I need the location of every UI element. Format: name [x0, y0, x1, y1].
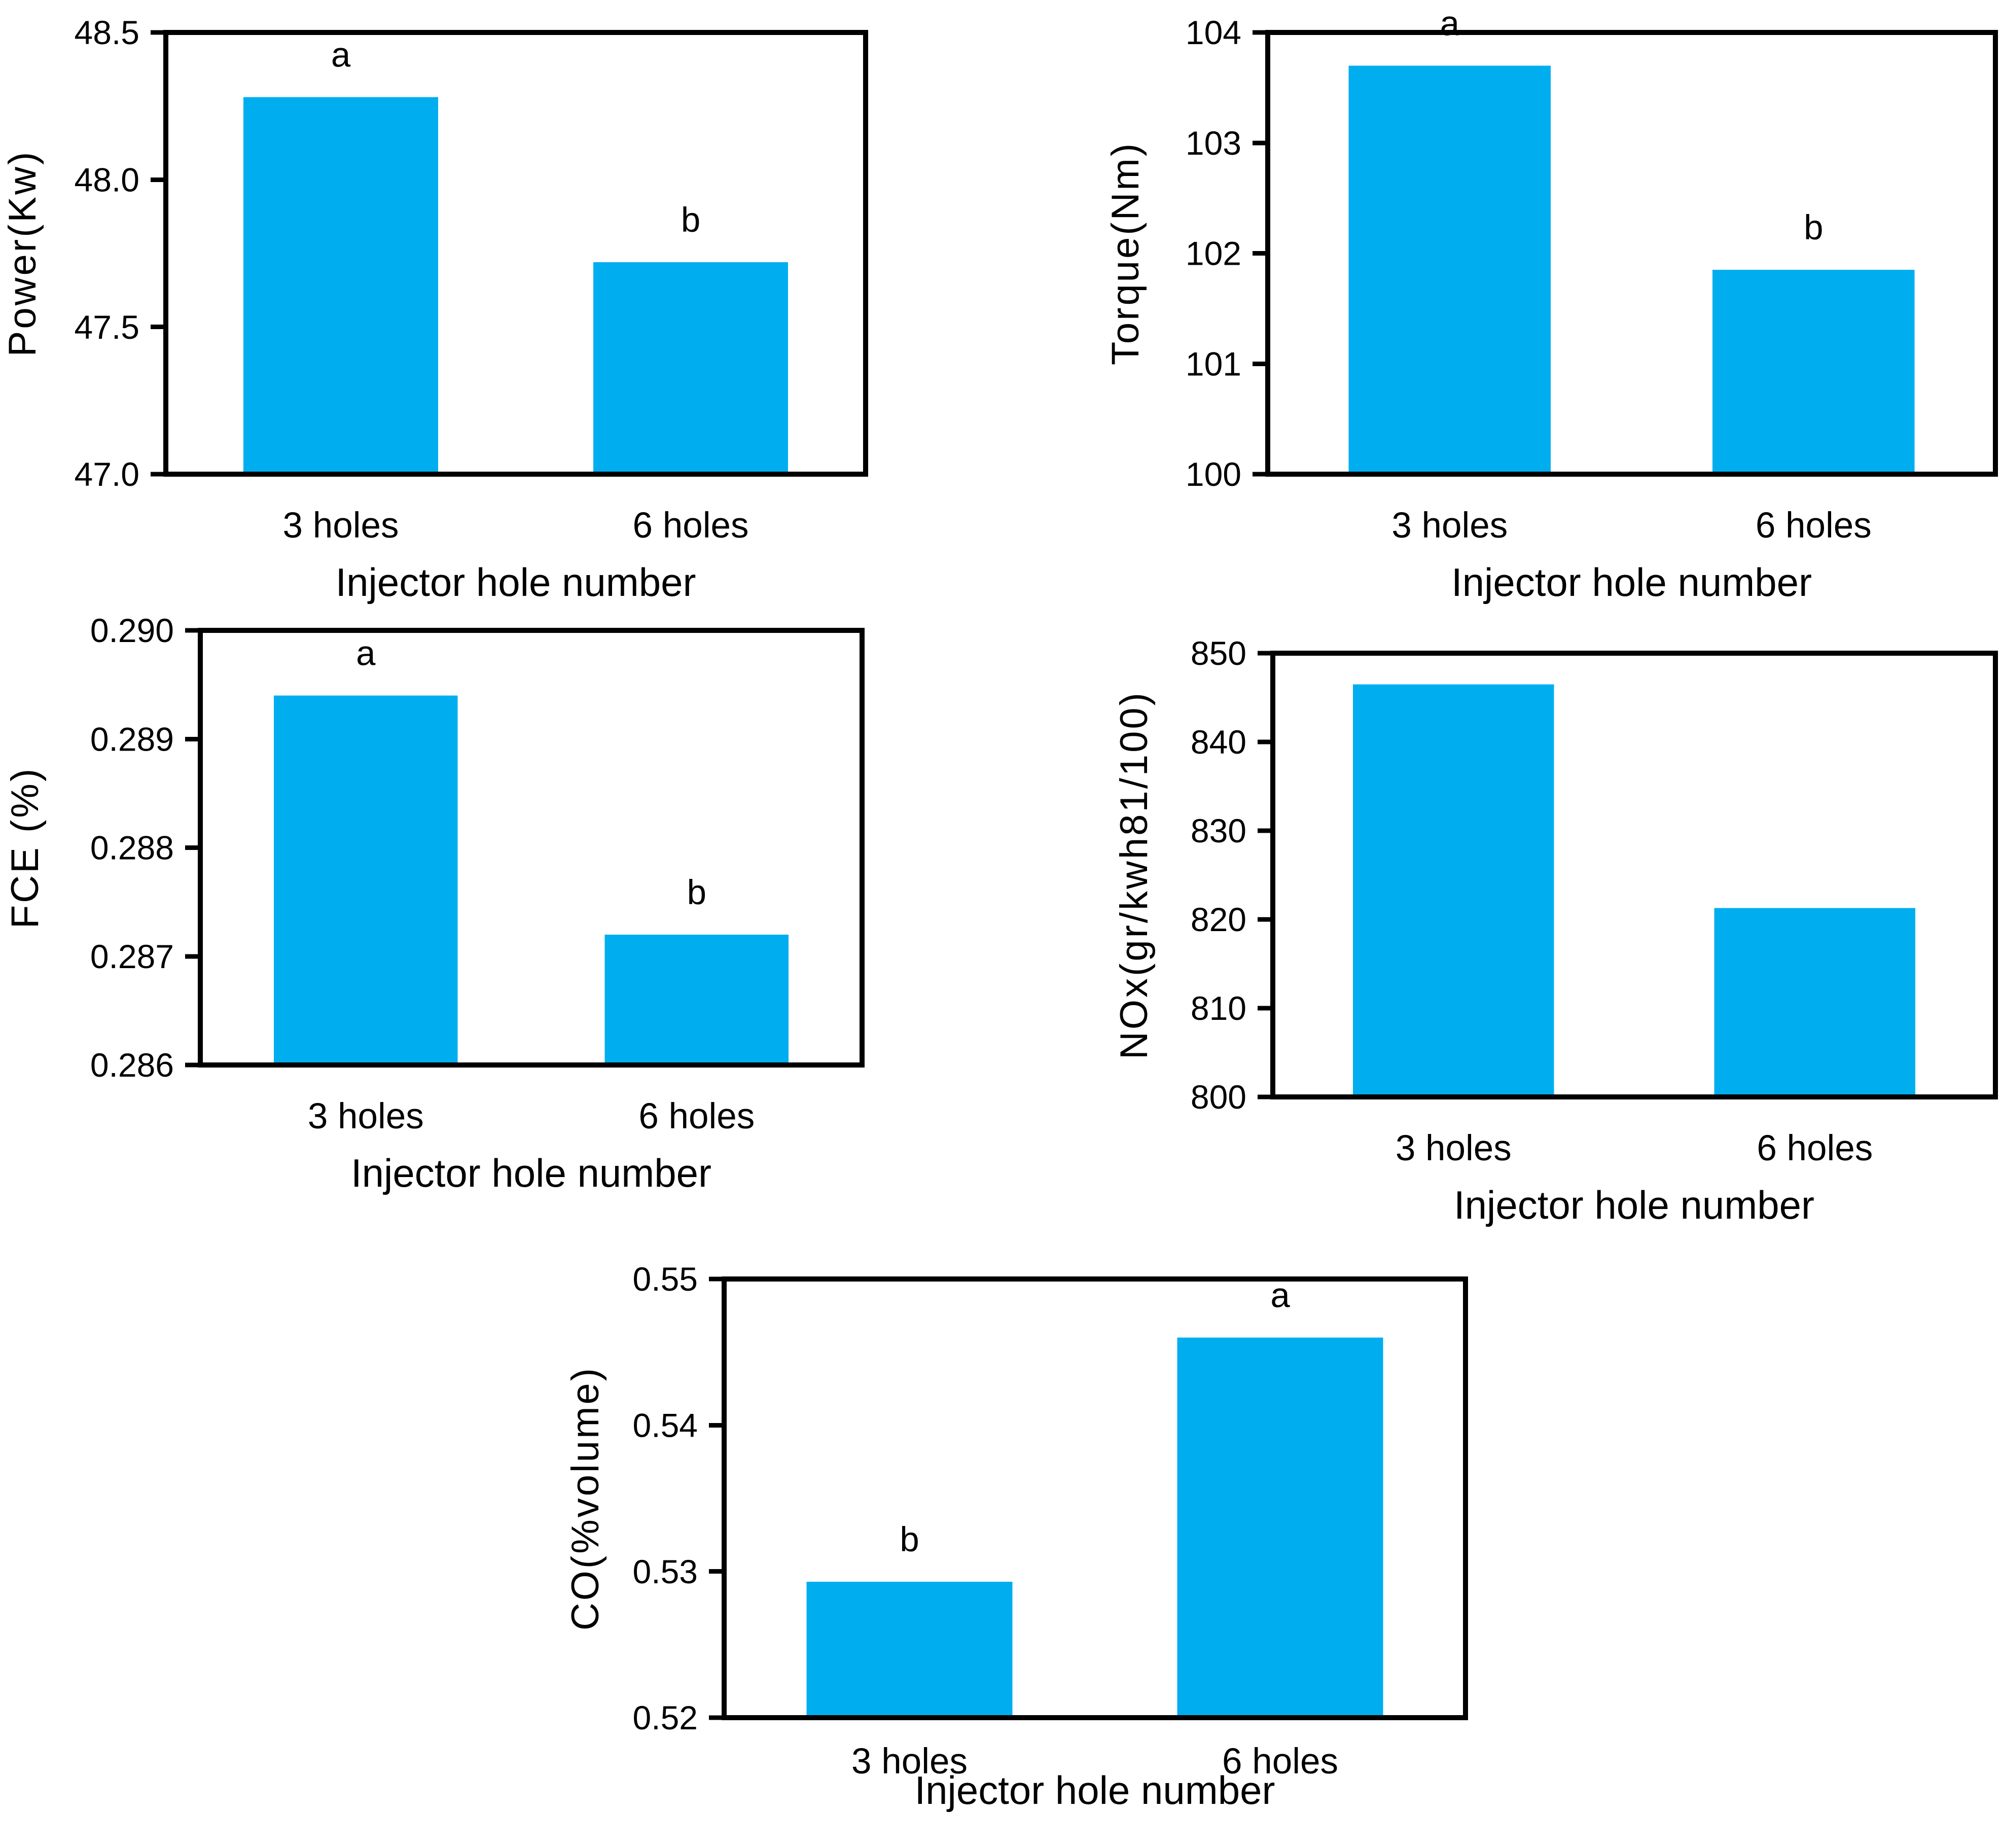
y-tick-label: 0.290 [90, 612, 174, 649]
category-label: 6 holes [1222, 1742, 1338, 1782]
y-tick-label: 48.5 [75, 14, 139, 51]
bar-3-holes [273, 695, 458, 1065]
plot-border [1270, 651, 1998, 1099]
y-tick-label: 103 [1186, 124, 1241, 162]
category-label: 3 holes [308, 1096, 424, 1136]
y-tick-label: 48.0 [75, 161, 139, 198]
category-label: 6 holes [1757, 1128, 1873, 1168]
y-tick-label: 0.53 [633, 1553, 698, 1590]
y-axis-title: Torque(Nm) [1104, 141, 1147, 365]
y-tick-label: 800 [1191, 1078, 1246, 1116]
y-axis-title: Power(Kw) [1, 150, 44, 357]
y-tick-label: 0.52 [633, 1699, 698, 1736]
chart-nox: 3 holes 6 holes 800 810 820 830 840 850 Injector… [1113, 634, 1998, 1227]
bar-value-letter: b [900, 1520, 919, 1559]
category-label: 6 holes [1756, 506, 1872, 546]
y-tick-label: 820 [1191, 901, 1246, 938]
y-tick-label: 104 [1186, 14, 1241, 51]
x-axis-title: Injector hole number [351, 1151, 711, 1195]
y-tick-label: 0.54 [633, 1406, 698, 1444]
x-axis-title: Injector hole number [335, 560, 696, 605]
bar-value-letter: b [687, 873, 706, 912]
bar-3-holes [1353, 684, 1554, 1097]
bar-3-holes [1348, 65, 1551, 475]
x-axis-title: Injector hole number [914, 1768, 1275, 1813]
category-label: 3 holes [851, 1742, 968, 1782]
bar-6-holes [604, 934, 789, 1065]
y-tick-label: 47.5 [75, 308, 139, 346]
bar-value-letter: b [681, 200, 700, 239]
plot-border [722, 1276, 1468, 1720]
chart-torque: a 3 holes b 6 holes 100 101 102 103 104 Injector … [1104, 4, 1998, 605]
bar-3-holes [243, 97, 438, 474]
bar-value-letter: a [1270, 1275, 1290, 1314]
x-axis-title: Injector hole number [1454, 1183, 1814, 1227]
y-axis-title: NOx(gr/kwh81/100) [1113, 691, 1156, 1059]
category-label: 3 holes [283, 506, 399, 546]
chart-co: b 3 holes a 6 holes 0.52 0.53 0.54 0.55 Injector… [564, 1260, 1468, 1813]
y-tick-label: 0.289 [90, 720, 174, 758]
bar-6-holes [593, 262, 788, 474]
y-tick-label: 102 [1186, 235, 1241, 272]
y-tick-label: 0.288 [90, 829, 174, 867]
y-tick-label: 101 [1186, 345, 1241, 382]
chart-fce: a 3 holes b 6 holes 0.286 0.287 0.288 0.289 0.29… [4, 612, 865, 1195]
bar-6-holes [1714, 908, 1915, 1097]
bar-value-letter: b [1804, 208, 1823, 247]
bar-value-letter: a [331, 35, 351, 75]
y-tick-label: 840 [1191, 723, 1246, 761]
y-tick-label: 810 [1191, 989, 1246, 1027]
y-tick-label: 0.287 [90, 938, 174, 975]
category-label: 3 holes [1391, 506, 1508, 546]
y-axis-title: CO(%volume) [564, 1366, 607, 1630]
bar-6-holes [1177, 1337, 1383, 1718]
chart-power: a 3 holes b 6 holes 47.0 47.5 48.0 48.5 Injector… [1, 14, 868, 605]
y-tick-label: 47.0 [75, 455, 139, 493]
y-tick-label: 850 [1191, 634, 1246, 672]
y-tick-label: 0.286 [90, 1046, 174, 1084]
plot-border [163, 30, 868, 477]
x-axis-title: Injector hole number [1451, 560, 1812, 605]
y-axis-title: FCE (%) [4, 767, 47, 929]
bar-6-holes [1712, 270, 1915, 474]
category-label: 3 holes [1396, 1128, 1512, 1168]
y-tick-label: 830 [1191, 812, 1246, 849]
y-tick-label: 0.55 [633, 1260, 698, 1298]
y-tick-label: 100 [1186, 455, 1241, 493]
bar-3-holes [806, 1581, 1013, 1718]
category-label: 6 holes [638, 1096, 755, 1136]
bar-value-letter: a [356, 634, 376, 673]
bar-value-letter: a [1440, 4, 1460, 43]
category-label: 6 holes [633, 506, 749, 546]
